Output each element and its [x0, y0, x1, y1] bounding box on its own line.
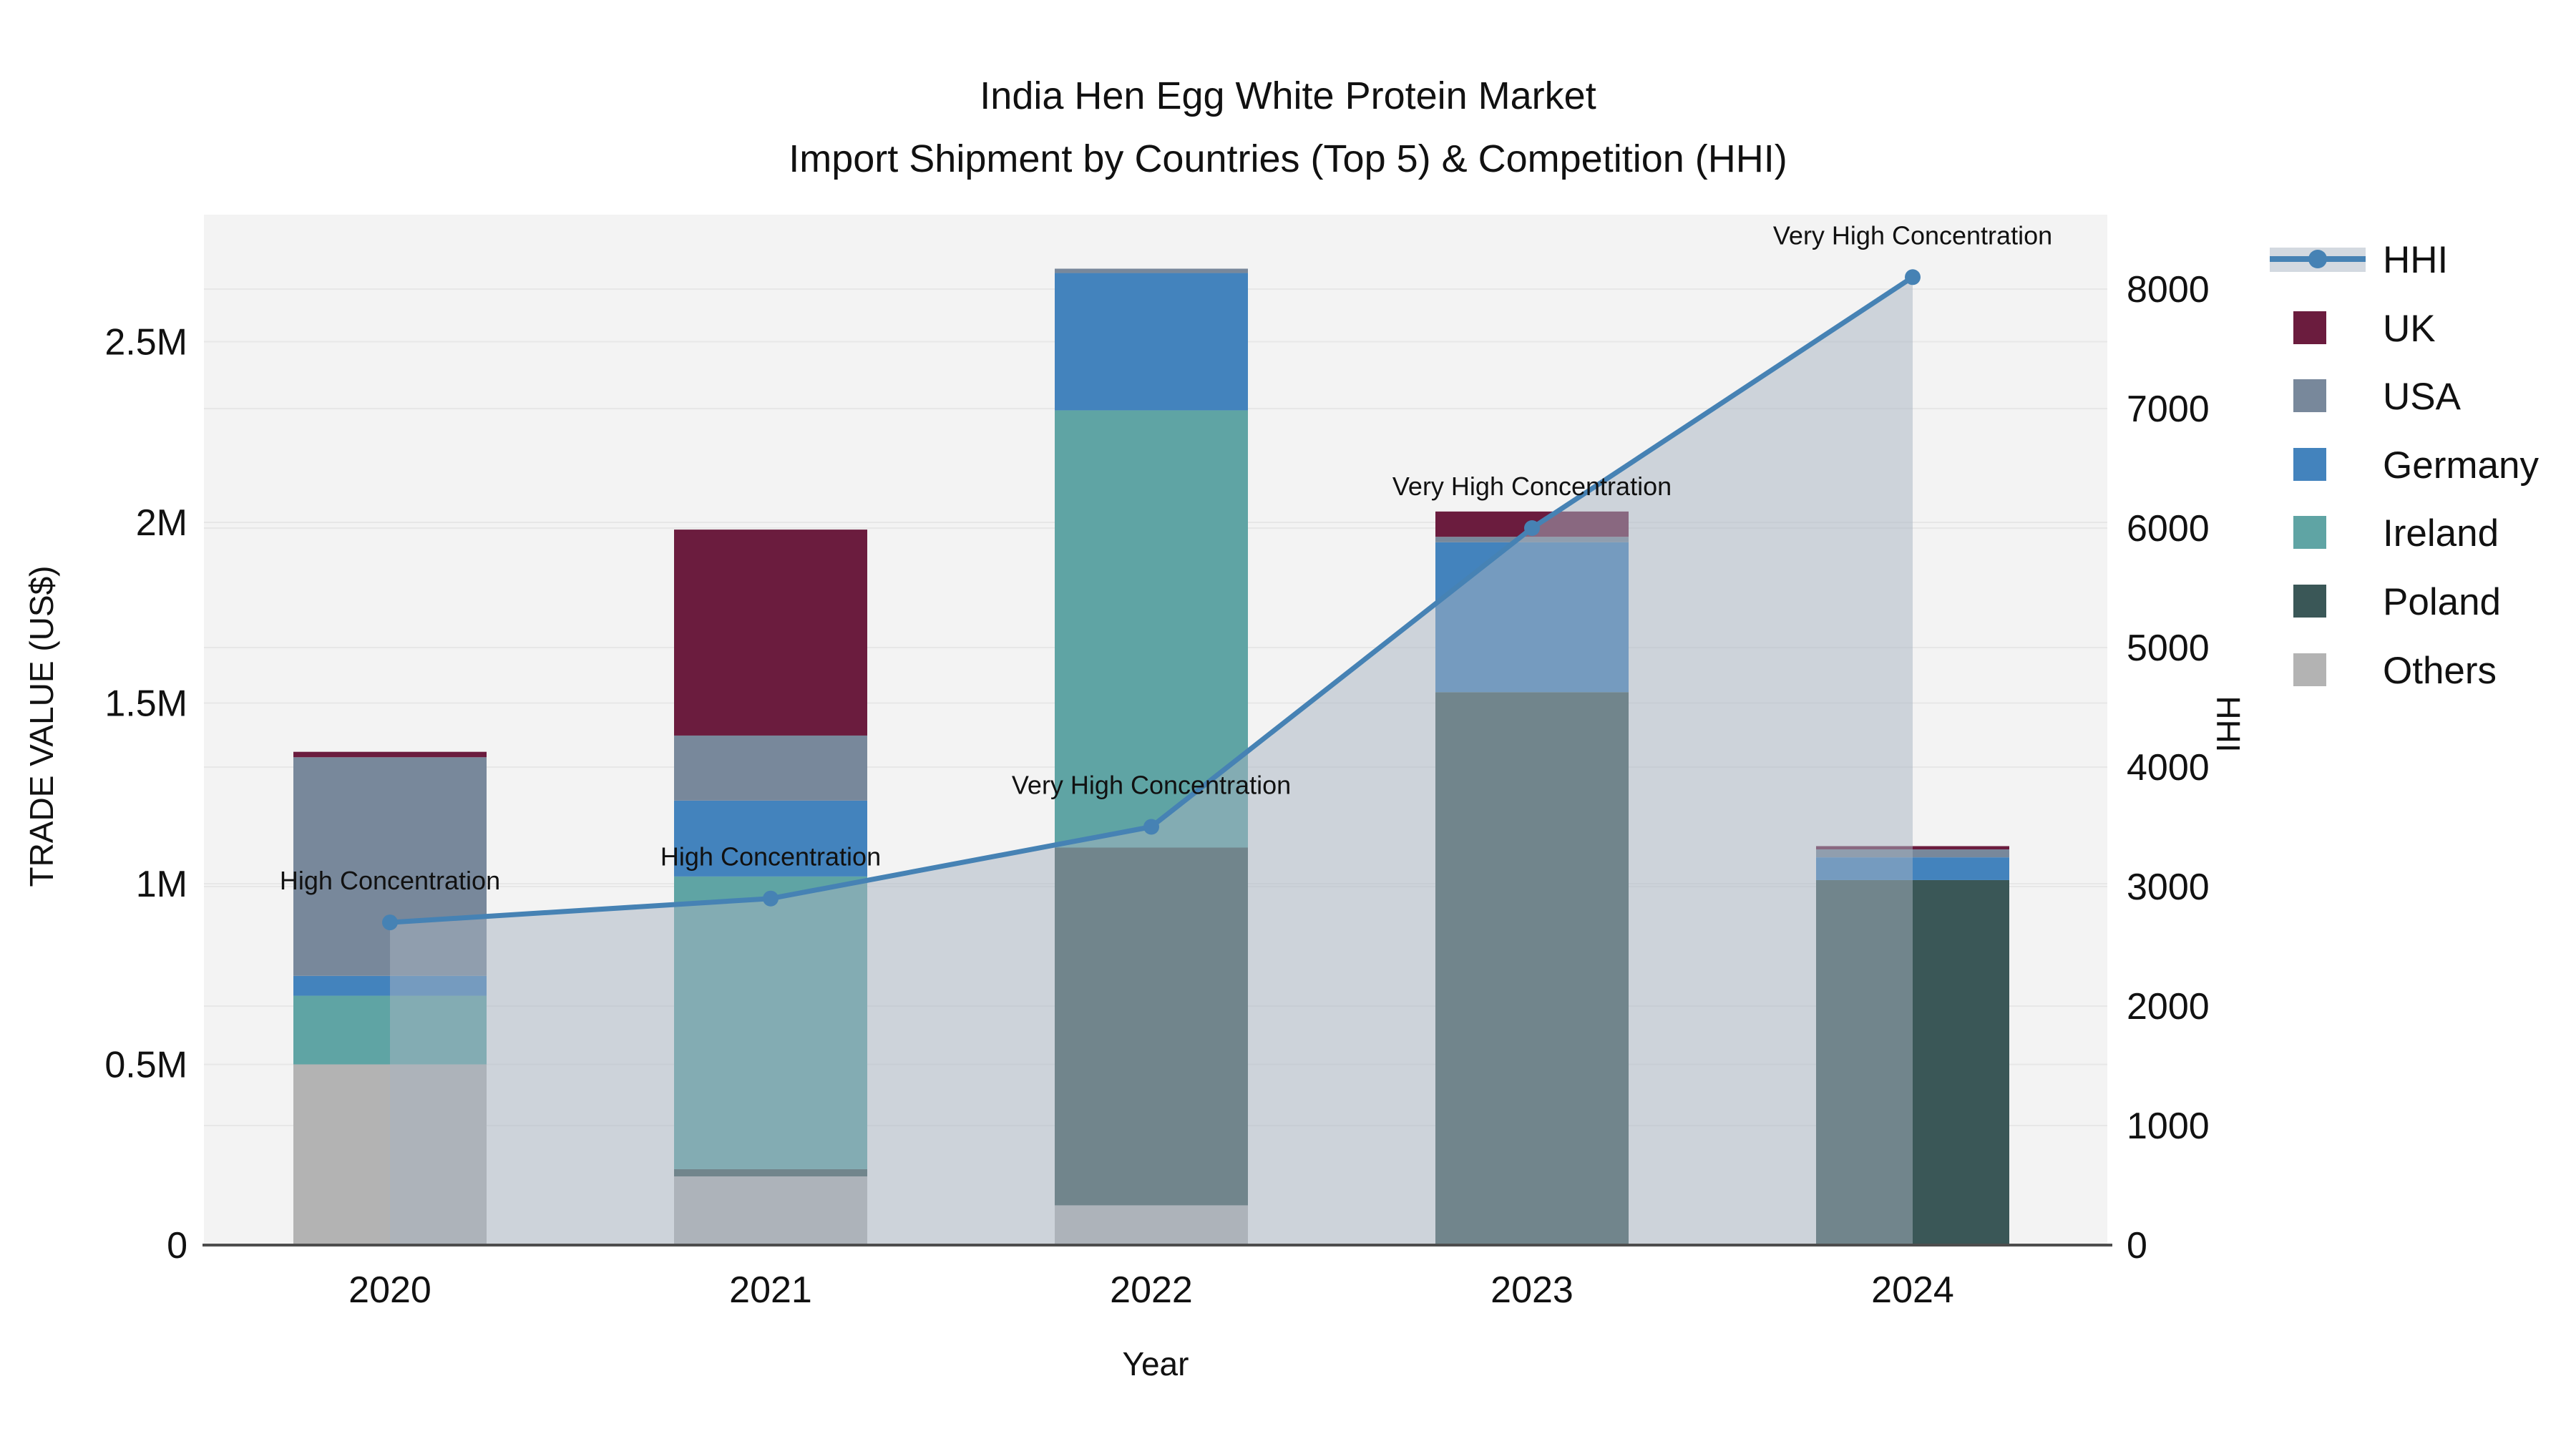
legend-swatch-germany: [2293, 448, 2326, 481]
y-right-tick-3000: 3000: [2127, 867, 2210, 908]
y-left-tick-1.5M: 1.5M: [104, 683, 187, 725]
hhi-marker-2023: [1524, 520, 1540, 536]
y-left-tick-0.5M: 0.5M: [104, 1045, 187, 1086]
hhi-area-fill: [390, 277, 1913, 1245]
bar-segment-germany-2022: [1055, 273, 1248, 411]
y-right-tick-5000: 5000: [2127, 628, 2210, 669]
legend-label-ireland: Ireland: [2383, 512, 2499, 555]
y-left-tick-0: 0: [167, 1225, 187, 1267]
y-right-tick-6000: 6000: [2127, 508, 2210, 550]
legend-label-uk: UK: [2383, 308, 2436, 350]
annotation-label-2021: High Concentration: [660, 842, 881, 872]
legend-hhi-marker-icon: [2308, 250, 2327, 268]
annotations-layer: High Concentration High Concentration Very…: [280, 220, 2052, 895]
hhi-marker-2024: [1905, 269, 1921, 286]
legend-label-hhi: HHI: [2383, 239, 2448, 281]
y-left-tick-2M: 2M: [136, 502, 187, 544]
bar-segment-germany-2021: [674, 800, 867, 877]
x-tick-2022: 2022: [1110, 1269, 1193, 1311]
legend-swatch-poland: [2293, 585, 2326, 618]
y-right-tick-8000: 8000: [2127, 269, 2210, 311]
hhi-line-layer: [382, 269, 1921, 931]
hhi-marker-2022: [1143, 819, 1159, 835]
x-tick-2024: 2024: [1871, 1269, 1954, 1311]
legend: HHI UK USA Germany Ireland Poland Others: [2270, 239, 2539, 692]
y-right-tick-2000: 2000: [2127, 986, 2210, 1028]
annotation-label-2020: High Concentration: [280, 866, 500, 895]
legend-swatch-ireland: [2293, 516, 2326, 549]
y-axis-left-ticks: 0 0.5M 1M 1.5M 2M 2.5M: [104, 322, 187, 1267]
legend-swatch-others: [2293, 653, 2326, 686]
legend-label-germany: Germany: [2383, 444, 2539, 487]
annotation-label-2024: Very High Concentration: [1773, 220, 2052, 250]
y-left-tick-1M: 1M: [136, 864, 187, 905]
y-axis-left-title: TRADE VALUE (US$): [23, 565, 60, 887]
legend-swatch-usa: [2293, 379, 2326, 412]
y-left-tick-2.5M: 2.5M: [104, 322, 187, 364]
hhi-marker-2021: [763, 890, 779, 907]
chart-title-line2: Import Shipment by Countries (Top 5) & C…: [789, 137, 1787, 180]
y-right-tick-0: 0: [2127, 1225, 2147, 1267]
x-axis-title: Year: [1123, 1345, 1189, 1382]
legend-label-others: Others: [2383, 650, 2497, 692]
y-right-tick-7000: 7000: [2127, 389, 2210, 430]
legend-label-poland: Poland: [2383, 581, 2501, 623]
x-tick-2023: 2023: [1491, 1269, 1574, 1311]
legend-label-usa: USA: [2383, 376, 2462, 418]
y-axis-right-title: HHI: [2210, 696, 2247, 752]
bar-segment-uk-2021: [674, 530, 867, 736]
bar-segment-usa-2021: [674, 735, 867, 801]
legend-swatch-uk: [2293, 311, 2326, 344]
y-axis-right-ticks: 0 1000 2000 3000 4000 5000 6000 7000 8000: [2127, 269, 2210, 1267]
x-axis-ticks: 2020 2021 2022 2023 2024: [348, 1269, 1954, 1311]
bar-segment-usa-2022: [1055, 268, 1248, 273]
y-right-tick-4000: 4000: [2127, 747, 2210, 789]
y-right-tick-1000: 1000: [2127, 1106, 2210, 1147]
x-tick-2020: 2020: [348, 1269, 431, 1311]
hhi-area-layer: [390, 277, 1913, 1245]
hhi-marker-2020: [382, 914, 398, 931]
annotation-label-2023: Very High Concentration: [1392, 472, 1672, 501]
x-tick-2021: 2021: [729, 1269, 812, 1311]
bar-segment-uk-2020: [293, 751, 487, 758]
chart-title-line1: India Hen Egg White Protein Market: [980, 74, 1596, 117]
annotation-label-2022: Very High Concentration: [1012, 771, 1291, 800]
